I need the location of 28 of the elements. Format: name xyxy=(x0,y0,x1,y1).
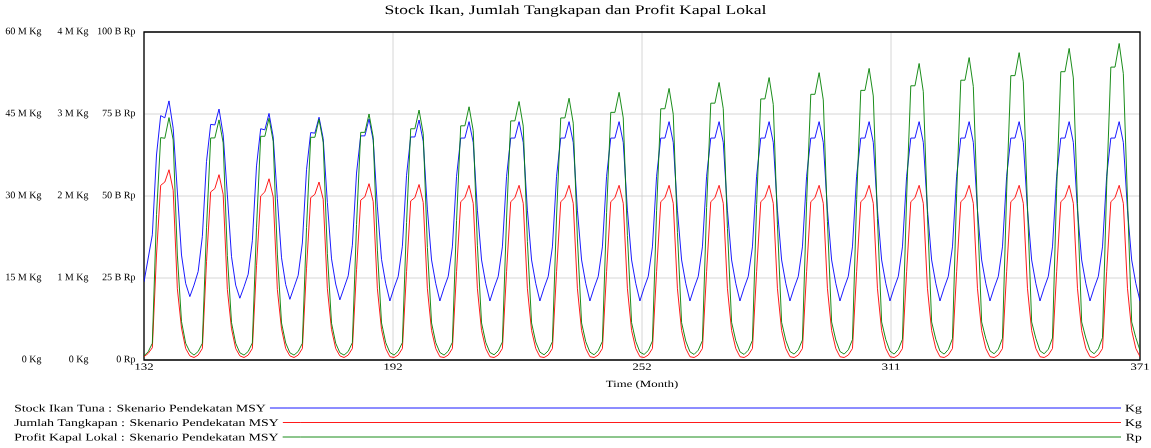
y2-tick-label: 3 M Kg xyxy=(57,109,89,119)
y-tick-label: 0 Kg xyxy=(22,355,42,365)
y3-tick-label: 50 B Rp xyxy=(102,191,136,201)
y-tick-label: 45 M Kg xyxy=(5,109,42,119)
x-axis-title: Time (Month) xyxy=(605,380,678,390)
y3-tick-label: 75 B Rp xyxy=(102,109,136,119)
x-tick-label: 192 xyxy=(384,363,402,370)
chart-title: Stock Ikan, Jumlah Tangkapan dan Profit Kapal Lokal xyxy=(385,4,767,17)
y-tick-label: 60 M Kg xyxy=(5,27,42,37)
y3-tick-label: 0 Rp xyxy=(116,355,136,365)
x-tick-label: 311 xyxy=(882,363,900,370)
text: Kg xyxy=(1125,419,1142,429)
legend-label: Stock Ikan Tuna : Skenario Pendekatan MSY xyxy=(15,404,266,412)
y-tick-label: 30 M Kg xyxy=(5,191,42,201)
y-tick-label: 15 M Kg xyxy=(6,273,42,283)
y2-tick-label: 0 Kg xyxy=(69,355,89,365)
text: Rp xyxy=(1126,433,1142,443)
text: Kg xyxy=(1125,404,1142,414)
y2-tick-label: 4 M Kg xyxy=(57,27,89,37)
x-tick-label: 371 xyxy=(1131,363,1149,370)
y3-tick-label: 25 B Rp xyxy=(102,273,136,283)
legend-label: Jumlah Tangkapan : Skenario Pendekatan MSY xyxy=(14,418,279,429)
legend-label: Profit Kapal Lokal : Skenario Pendekatan MSY xyxy=(14,433,279,443)
y2-tick-label: 1 M Kg xyxy=(58,273,89,283)
y3-tick-label: 100 B Rp xyxy=(98,27,136,37)
x-tick-label: 132 xyxy=(135,363,153,370)
x-tick-label: 252 xyxy=(632,363,651,370)
y2-tick-label: 2 M Kg xyxy=(57,191,89,201)
